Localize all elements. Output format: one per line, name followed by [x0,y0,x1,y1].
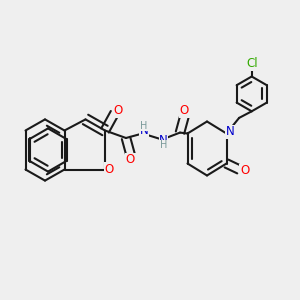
Text: O: O [240,164,249,178]
Text: N: N [226,125,235,139]
Text: O: O [180,104,189,117]
Text: O: O [114,104,123,117]
Text: N: N [140,124,148,137]
Text: N: N [159,134,168,148]
Text: H: H [140,121,148,131]
Text: O: O [126,153,135,167]
Text: O: O [104,163,113,176]
Text: Cl: Cl [246,57,257,70]
Text: H: H [160,140,167,151]
